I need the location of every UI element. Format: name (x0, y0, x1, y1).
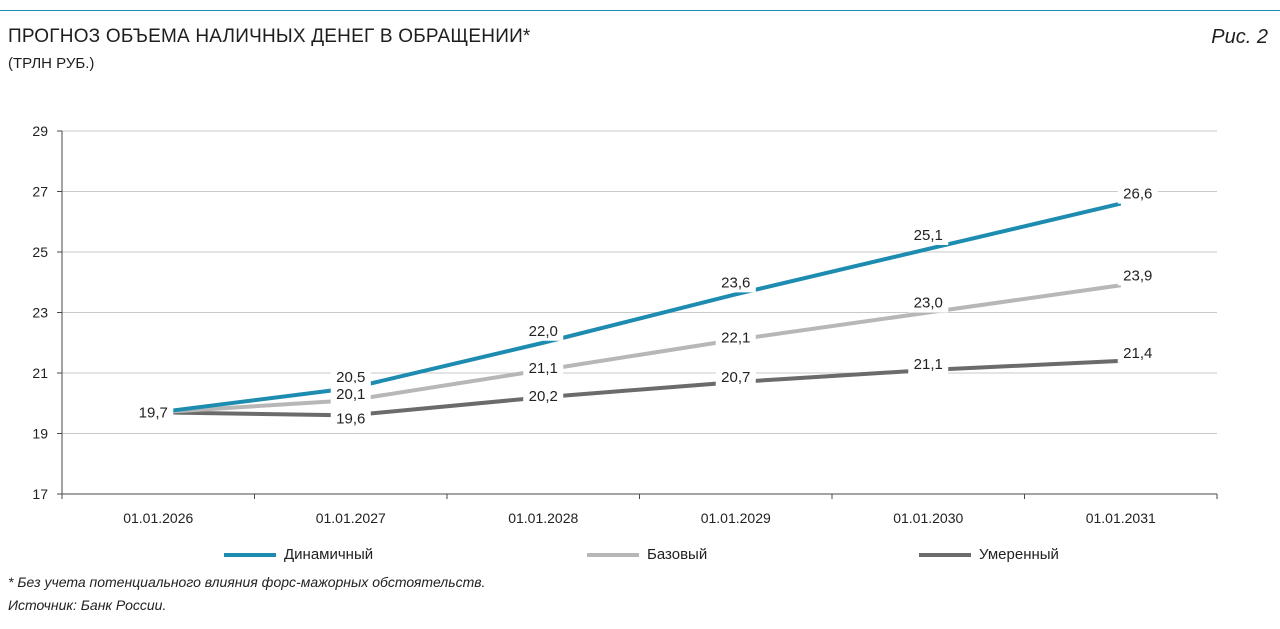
legend: Динамичный Базовый Умеренный (0, 546, 1280, 568)
legend-label-dynamic: Динамичный (284, 546, 374, 563)
data-label-2-1: 19,6 (336, 410, 365, 427)
data-label-0-4: 25,1 (914, 227, 943, 244)
legend-label-moderate: Умеренный (979, 546, 1059, 563)
data-label-0-1: 20,5 (336, 369, 365, 386)
chart-title: ПРОГНОЗ ОБЪЕМА НАЛИЧНЫХ ДЕНЕГ В ОБРАЩЕНИ… (8, 26, 531, 47)
data-label-0-5: 26,6 (1123, 186, 1152, 203)
data-label-bg-1-2 (523, 356, 564, 378)
y-tick-label-1: 19 (32, 426, 48, 442)
data-label-2-4: 21,1 (914, 356, 943, 373)
data-label-bg-1-3 (715, 326, 756, 348)
data-label-1-4: 23,0 (914, 295, 943, 312)
data-label-0-2: 22,0 (529, 323, 558, 340)
data-label-bg-0-2 (523, 319, 564, 341)
legend-swatch-moderate (919, 552, 971, 557)
data-label-1-1: 20,1 (336, 386, 365, 403)
data-label-bg-1-1 (330, 383, 371, 405)
x-tick-label-2: 01.01.2028 (508, 510, 578, 526)
data-label-2-3: 20,7 (721, 369, 750, 386)
y-tick-label-0: 17 (32, 486, 48, 502)
y-tick-label-6: 29 (32, 123, 48, 139)
legend-label-base: Базовый (647, 546, 708, 563)
data-label-2-5: 21,4 (1123, 345, 1152, 362)
data-label-1-3: 22,1 (721, 330, 750, 347)
x-tick-label-4: 01.01.2030 (893, 510, 963, 526)
y-tick-label-3: 23 (32, 305, 48, 321)
source-note: Источник: Банк России. (8, 597, 167, 613)
data-label-bg-1-4 (908, 291, 949, 313)
data-label-bg-2-3 (715, 366, 756, 388)
data-label-1-5: 23,9 (1123, 267, 1152, 284)
data-label-2-0: 19,7 (139, 404, 168, 421)
top-accent-rule (0, 10, 1280, 11)
figure-label: Рис. 2 (1211, 26, 1268, 48)
data-label-bg-0-5 (1117, 182, 1158, 204)
series-line-1 (158, 283, 1122, 415)
series-line-0 (158, 201, 1122, 415)
legend-item-dynamic: Динамичный (224, 546, 373, 563)
data-label-1-2: 21,1 (529, 360, 558, 377)
data-label-bg-2-0 (133, 401, 174, 423)
data-label-bg-2-5 (1117, 341, 1158, 363)
data-label-bg-2-1 (330, 407, 371, 429)
data-label-bg-2-2 (523, 385, 564, 407)
data-label-bg-2-4 (908, 352, 949, 374)
legend-swatch-base (587, 552, 639, 557)
data-label-bg-0-1 (330, 366, 371, 388)
legend-swatch-dynamic (224, 552, 276, 557)
chart-subtitle: (ТРЛН РУБ.) (8, 55, 95, 72)
data-label-bg-0-3 (715, 271, 756, 293)
y-tick-label-4: 25 (32, 244, 48, 260)
legend-item-base: Базовый (587, 546, 707, 563)
legend-item-moderate: Умеренный (919, 546, 1059, 563)
x-tick-label-1: 01.01.2027 (316, 510, 386, 526)
series-line-2 (158, 358, 1121, 418)
y-tick-label-5: 27 (32, 184, 48, 200)
x-tick-label-5: 01.01.2031 (1086, 510, 1156, 526)
data-label-0-3: 23,6 (721, 274, 750, 291)
data-label-bg-0-4 (908, 223, 949, 245)
x-tick-label-3: 01.01.2029 (701, 510, 771, 526)
y-tick-label-2: 21 (32, 365, 48, 381)
data-label-bg-1-5 (1117, 264, 1158, 286)
data-label-2-2: 20,2 (529, 388, 558, 405)
x-tick-label-0: 01.01.2026 (123, 510, 193, 526)
footnote: * Без учета потенциального влияния форс-… (8, 574, 486, 590)
line-chart: 17 19 21 23 25 27 29 01.01.2026 01.01.2027 01.01.… (32, 123, 1218, 526)
